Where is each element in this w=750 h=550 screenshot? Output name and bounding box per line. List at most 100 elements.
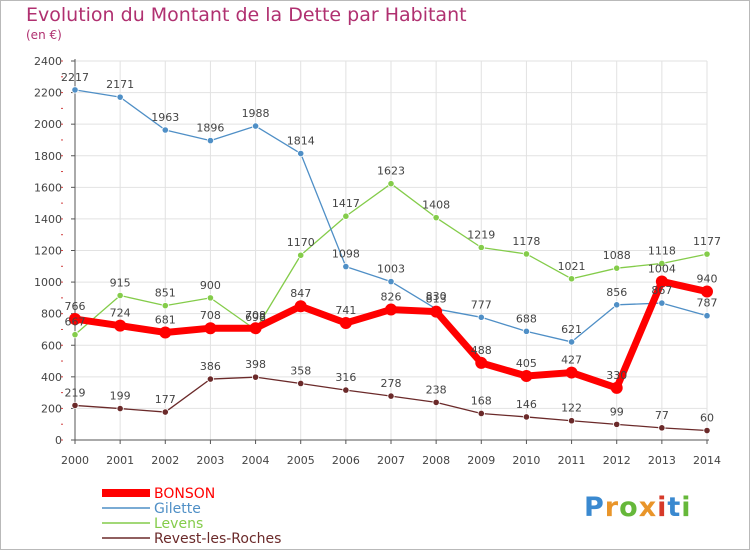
- y-tick-label: 1000: [34, 276, 62, 289]
- legend-label: BONSON: [154, 486, 215, 502]
- data-point: [204, 322, 217, 335]
- data-point: [565, 366, 578, 379]
- data-point: [161, 126, 169, 134]
- data-point: [567, 275, 576, 283]
- data-label: 1896: [196, 122, 224, 135]
- chart-title: Evolution du Montant de la Dette par Hab…: [26, 4, 467, 26]
- data-label: 1088: [603, 249, 631, 262]
- data-label: 405: [516, 357, 537, 370]
- data-point: [432, 398, 440, 407]
- data-label: 900: [200, 279, 221, 292]
- data-labels: 766 724 681 708 708 847 741 826 813 488 405 427 330 1…: [61, 71, 721, 425]
- y-tick-label: 2000: [34, 118, 62, 131]
- data-label: 398: [245, 358, 266, 371]
- data-label: 1408: [422, 199, 450, 212]
- data-point: [159, 326, 172, 339]
- x-tick-label: 2000: [61, 454, 89, 467]
- data-label: 667: [65, 316, 86, 329]
- data-label: 386: [200, 360, 221, 373]
- data-label: 199: [110, 390, 131, 403]
- data-point: [69, 313, 81, 326]
- data-point: [703, 312, 711, 320]
- data-point: [385, 303, 397, 316]
- data-point: [116, 291, 124, 300]
- data-label: 847: [290, 287, 311, 300]
- x-tick-label: 2009: [467, 454, 495, 467]
- data-label: 330: [606, 369, 627, 382]
- data-point: [342, 212, 350, 220]
- data-label: 826: [381, 291, 402, 304]
- data-point: [342, 386, 350, 394]
- data-label: 777: [471, 298, 492, 311]
- data-label: 851: [155, 287, 176, 300]
- data-point: [613, 301, 621, 309]
- y-tick-label: 2400: [34, 55, 62, 68]
- data-label: 741: [335, 304, 356, 317]
- data-point: [567, 417, 576, 425]
- data-label: 2217: [61, 71, 89, 84]
- data-point: [251, 122, 260, 130]
- data-label: 724: [110, 307, 131, 320]
- data-point: [206, 294, 215, 302]
- y-tick-label: 1200: [34, 245, 62, 258]
- x-tick-label: 2014: [693, 454, 721, 467]
- x-tick-label: 2001: [106, 454, 134, 467]
- chart-subtitle: (en €): [26, 28, 62, 42]
- data-label: 2171: [106, 78, 134, 91]
- data-point: [655, 275, 668, 288]
- data-label: 1098: [332, 248, 360, 261]
- data-label: 688: [516, 312, 537, 325]
- data-label: 122: [561, 402, 582, 415]
- y-tick-label: 1600: [34, 181, 62, 194]
- data-point: [339, 316, 352, 329]
- data-point: [610, 381, 623, 394]
- axes: 0 200 400 600 800 1000 1200 1400 1600 1800 2000 220…: [34, 55, 721, 467]
- data-label: 1003: [377, 263, 405, 276]
- data-point: [477, 409, 485, 418]
- y-tick-label: 800: [41, 308, 62, 321]
- data-label: 177: [155, 393, 176, 406]
- data-point: [71, 86, 79, 94]
- data-point: [294, 300, 307, 313]
- data-label: 681: [155, 313, 176, 326]
- data-point: [613, 264, 621, 272]
- data-label: 867: [651, 284, 672, 297]
- data-label: 146: [516, 398, 537, 411]
- data-label: 1623: [377, 165, 405, 178]
- data-point: [522, 327, 531, 335]
- data-point: [387, 278, 395, 286]
- y-tick-label: 1800: [34, 150, 62, 163]
- x-tick-label: 2007: [377, 454, 405, 467]
- data-point: [477, 243, 485, 252]
- y-tick-label: 2200: [34, 87, 62, 100]
- x-tick-label: 2010: [512, 454, 540, 467]
- data-label: 766: [65, 300, 86, 313]
- data-point: [297, 149, 305, 158]
- data-point: [658, 259, 666, 268]
- data-label: 787: [697, 297, 718, 310]
- x-tick-label: 2013: [648, 454, 676, 467]
- data-label: 60: [700, 412, 714, 425]
- data-label: 698: [245, 311, 266, 324]
- legend-label: Levens: [154, 516, 203, 532]
- x-tick-label: 2005: [287, 454, 315, 467]
- data-point: [703, 250, 711, 258]
- proxiti-logo: Proxiti: [584, 492, 691, 523]
- legend-label: Revest-les-Roches: [154, 531, 281, 547]
- data-label: 708: [200, 309, 221, 322]
- data-point: [567, 338, 576, 346]
- series-lines: [69, 86, 713, 435]
- data-label: 427: [561, 354, 582, 367]
- y-tick-label: 400: [41, 371, 62, 384]
- x-tick-label: 2003: [196, 454, 224, 467]
- data-point: [522, 413, 531, 421]
- data-point: [430, 305, 443, 318]
- data-point: [161, 408, 169, 416]
- data-label: 219: [65, 386, 86, 399]
- data-label: 168: [471, 394, 492, 407]
- y-tick-label: 200: [41, 402, 62, 415]
- data-point: [206, 136, 215, 145]
- data-label: 940: [697, 273, 718, 286]
- y-tick-label: 600: [41, 339, 62, 352]
